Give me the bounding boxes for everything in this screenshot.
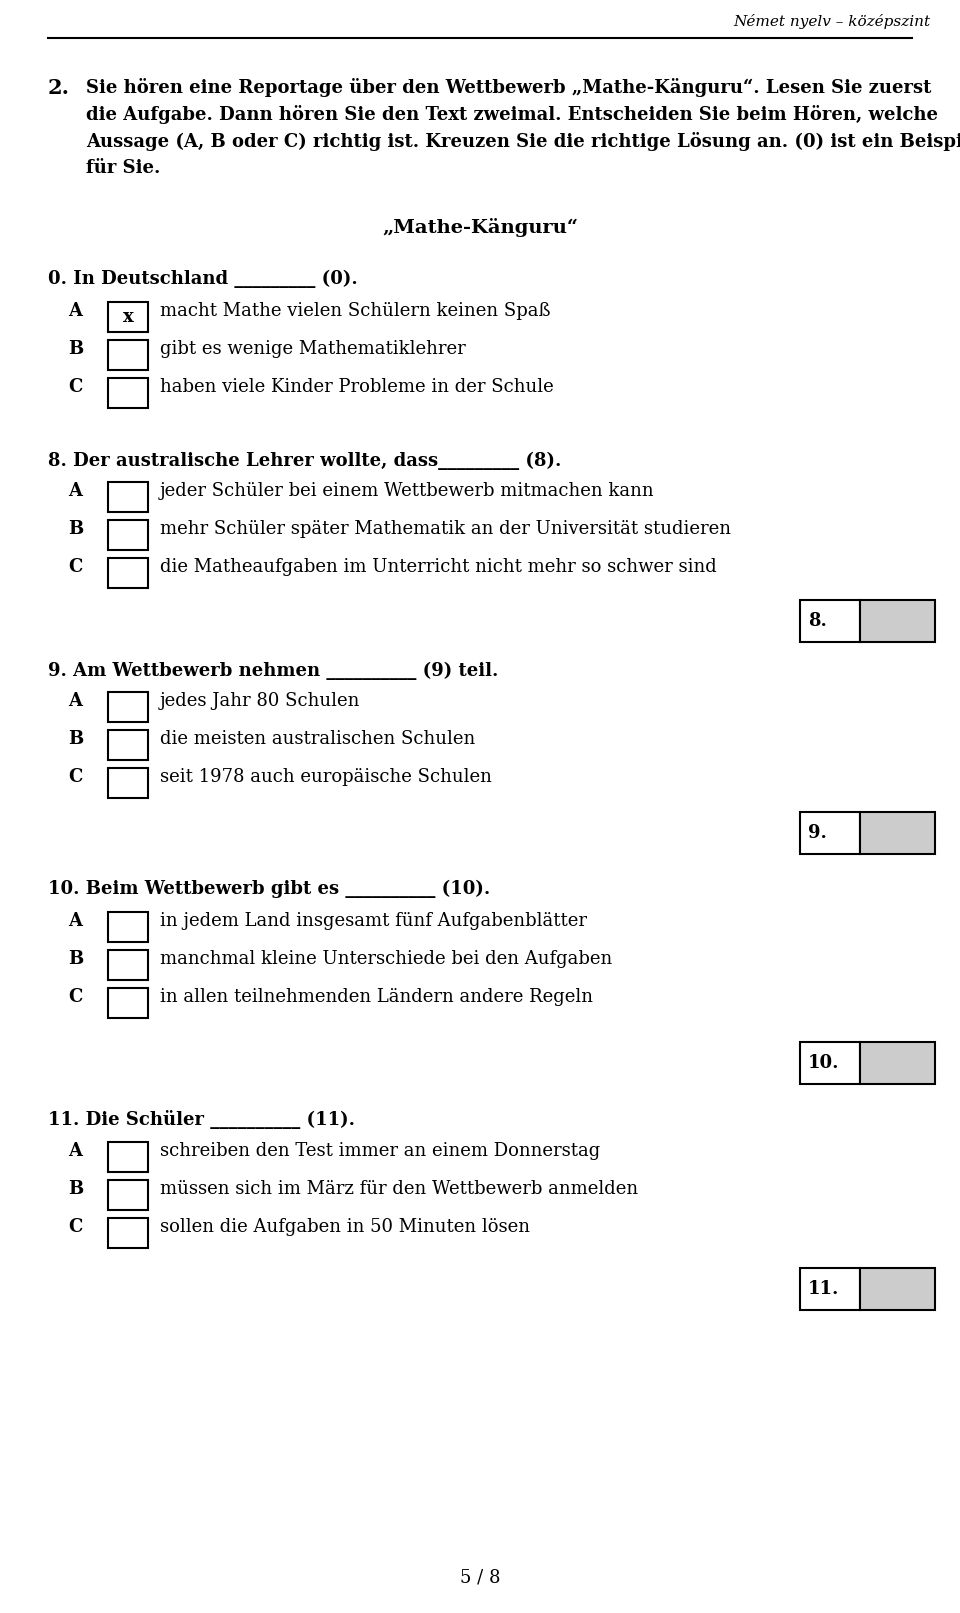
- Text: die Matheaufgaben im Unterricht nicht mehr so schwer sind: die Matheaufgaben im Unterricht nicht me…: [160, 558, 717, 576]
- Text: C: C: [68, 989, 83, 1007]
- Text: Sie hören eine Reportage über den Wettbewerb „Mathe-Känguru“. Lesen Sie zuerst: Sie hören eine Reportage über den Wettbe…: [86, 77, 931, 97]
- Bar: [108, 558, 148, 589]
- Text: die Aufgabe. Dann hören Sie den Text zweimal. Entscheiden Sie beim Hören, welche: die Aufgabe. Dann hören Sie den Text zwe…: [86, 105, 938, 124]
- Bar: [108, 302, 148, 332]
- Text: B: B: [68, 340, 84, 358]
- Text: A: A: [68, 692, 82, 710]
- Bar: [800, 1042, 860, 1084]
- Bar: [108, 482, 148, 511]
- Text: mehr Schüler später Mathematik an der Universität studieren: mehr Schüler später Mathematik an der Un…: [160, 519, 731, 539]
- Text: manchmal kleine Unterschiede bei den Aufgaben: manchmal kleine Unterschiede bei den Auf…: [160, 950, 612, 968]
- Bar: [860, 1268, 935, 1310]
- Text: 8. Der australische Lehrer wollte, dass_________ (8).: 8. Der australische Lehrer wollte, dass_…: [48, 452, 562, 471]
- Text: B: B: [68, 519, 84, 539]
- Text: x: x: [123, 308, 133, 326]
- Text: Aussage (A, B oder C) richtig ist. Kreuzen Sie die richtige Lösung an. (0) ist e: Aussage (A, B oder C) richtig ist. Kreuz…: [86, 132, 960, 152]
- Text: sollen die Aufgaben in 50 Minuten lösen: sollen die Aufgaben in 50 Minuten lösen: [160, 1218, 530, 1236]
- Text: Német nyelv – középszint: Német nyelv – középszint: [732, 15, 930, 29]
- Text: C: C: [68, 1218, 83, 1236]
- Bar: [108, 989, 148, 1018]
- Bar: [108, 519, 148, 550]
- Text: A: A: [68, 1142, 82, 1160]
- Text: 8.: 8.: [808, 611, 827, 631]
- Text: seit 1978 auch europäische Schulen: seit 1978 auch europäische Schulen: [160, 768, 492, 786]
- Text: 9.: 9.: [808, 824, 827, 842]
- Text: A: A: [68, 911, 82, 931]
- Text: B: B: [68, 1181, 84, 1198]
- Bar: [800, 811, 860, 853]
- Text: die meisten australischen Schulen: die meisten australischen Schulen: [160, 731, 475, 748]
- Text: C: C: [68, 558, 83, 576]
- Text: 11.: 11.: [808, 1281, 839, 1298]
- Bar: [108, 377, 148, 408]
- Text: 10. Beim Wettbewerb gibt es __________ (10).: 10. Beim Wettbewerb gibt es __________ (…: [48, 881, 491, 898]
- Text: müssen sich im März für den Wettbewerb anmelden: müssen sich im März für den Wettbewerb a…: [160, 1181, 638, 1198]
- Text: A: A: [68, 482, 82, 500]
- Text: B: B: [68, 950, 84, 968]
- Text: B: B: [68, 731, 84, 748]
- Bar: [108, 1218, 148, 1248]
- Text: 10.: 10.: [808, 1053, 839, 1073]
- Bar: [108, 692, 148, 723]
- Text: schreiben den Test immer an einem Donnerstag: schreiben den Test immer an einem Donner…: [160, 1142, 600, 1160]
- Text: C: C: [68, 377, 83, 397]
- Text: 9. Am Wettbewerb nehmen __________ (9) teil.: 9. Am Wettbewerb nehmen __________ (9) t…: [48, 661, 498, 681]
- Text: 11. Die Schüler __________ (11).: 11. Die Schüler __________ (11).: [48, 1110, 355, 1129]
- Bar: [108, 1142, 148, 1173]
- Text: jedes Jahr 80 Schulen: jedes Jahr 80 Schulen: [160, 692, 360, 710]
- Bar: [860, 1042, 935, 1084]
- Text: in jedem Land insgesamt fünf Aufgabenblätter: in jedem Land insgesamt fünf Aufgabenblä…: [160, 911, 587, 931]
- Text: 0. In Deutschland _________ (0).: 0. In Deutschland _________ (0).: [48, 269, 358, 289]
- Text: haben viele Kinder Probleme in der Schule: haben viele Kinder Probleme in der Schul…: [160, 377, 554, 397]
- Bar: [108, 340, 148, 369]
- Bar: [860, 811, 935, 853]
- Bar: [860, 600, 935, 642]
- Bar: [800, 600, 860, 642]
- Bar: [108, 1181, 148, 1210]
- Text: macht Mathe vielen Schülern keinen Spaß: macht Mathe vielen Schülern keinen Spaß: [160, 302, 550, 319]
- Bar: [108, 731, 148, 760]
- Bar: [108, 768, 148, 798]
- Text: 5 / 8: 5 / 8: [460, 1568, 500, 1586]
- Text: jeder Schüler bei einem Wettbewerb mitmachen kann: jeder Schüler bei einem Wettbewerb mitma…: [160, 482, 655, 500]
- Text: C: C: [68, 768, 83, 786]
- Text: in allen teilnehmenden Ländern andere Regeln: in allen teilnehmenden Ländern andere Re…: [160, 989, 593, 1007]
- Text: A: A: [68, 302, 82, 319]
- Bar: [800, 1268, 860, 1310]
- Bar: [108, 950, 148, 981]
- Text: gibt es wenige Mathematiklehrer: gibt es wenige Mathematiklehrer: [160, 340, 466, 358]
- Bar: [108, 911, 148, 942]
- Text: „Mathe-Känguru“: „Mathe-Känguru“: [382, 218, 578, 237]
- Text: 2.: 2.: [48, 77, 70, 98]
- Text: für Sie.: für Sie.: [86, 160, 160, 177]
